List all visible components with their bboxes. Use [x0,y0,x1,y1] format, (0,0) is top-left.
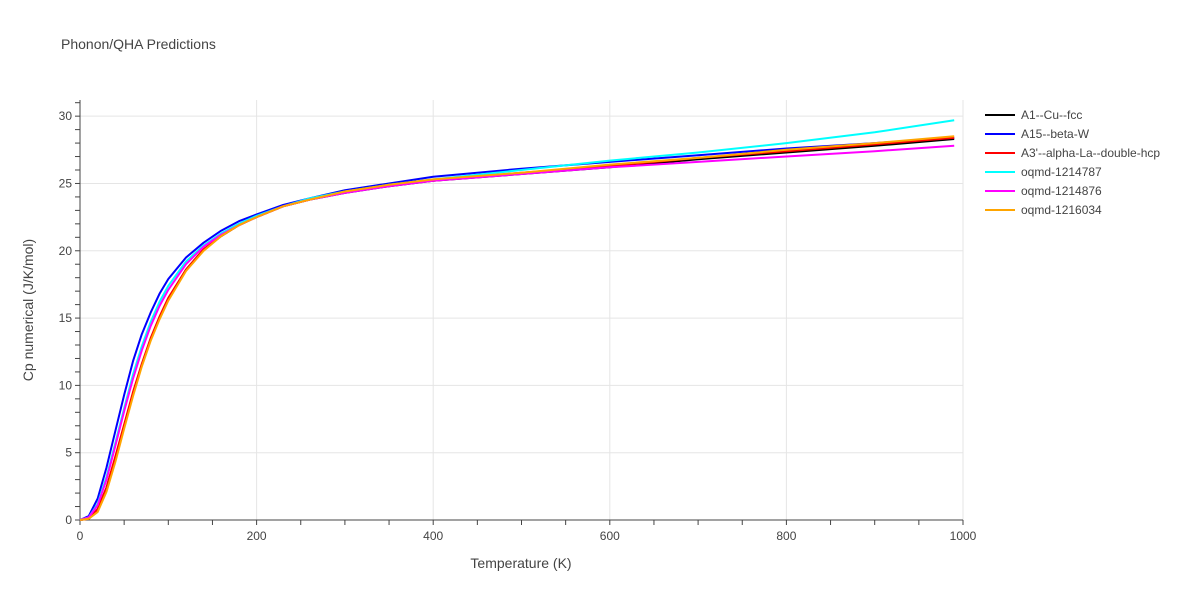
legend-label: A1--Cu--fcc [1021,107,1083,122]
legend-label: A15--beta-W [1021,126,1090,141]
y-tick-label: 25 [59,176,73,190]
x-tick-label: 400 [423,529,443,543]
legend-swatch [985,151,1015,154]
x-tick-label: 1000 [950,529,977,543]
chart-title: Phonon/QHA Predictions [61,36,216,52]
legend-item[interactable]: oqmd-1216034 [985,200,1160,219]
series-line-oqmd-1214787 [79,119,955,521]
tick-labels: 0 200 400 600 800 1000 0 5 10 15 20 25 30 [59,109,977,543]
y-tick-label: 20 [59,244,73,258]
legend-item[interactable]: oqmd-1214876 [985,181,1160,200]
x-tick-label: 200 [247,529,267,543]
x-tick-label: 600 [600,529,620,543]
series-line-oqmd-1214876 [79,144,955,521]
legend-item[interactable]: A1--Cu--fcc [985,105,1160,124]
y-tick-label: 15 [59,311,73,325]
legend: A1--Cu--fcc A15--beta-W A3'--alpha-La--dou… [985,105,1160,219]
series-line-A3'--alpha-La--double-hcp [79,136,955,521]
legend-swatch [985,189,1015,192]
grid-lines [80,100,964,520]
x-tick-label: 0 [77,529,84,543]
legend-label: A3'--alpha-La--double-hcp [1021,145,1161,160]
x-tick-label: 800 [776,529,796,543]
axes [75,100,964,525]
series-line-oqmd-1216034 [79,135,955,521]
legend-label: oqmd-1214876 [1021,183,1102,198]
legend-swatch [985,132,1015,135]
legend-swatch [985,208,1015,211]
legend-item[interactable]: A3'--alpha-La--double-hcp [985,143,1160,162]
legend-item[interactable]: oqmd-1214787 [985,162,1160,181]
legend-label: oqmd-1214787 [1021,164,1102,179]
y-tick-label: 5 [65,446,72,460]
series-lines [79,119,955,521]
legend-item[interactable]: A15--beta-W [985,124,1160,143]
legend-swatch [985,170,1015,173]
series-line-A15--beta-W [79,136,955,521]
y-axis-title: Cp numerical (J/K/mol) [20,239,36,381]
legend-swatch [985,113,1015,116]
y-tick-label: 10 [59,378,73,392]
x-axis-title: Temperature (K) [470,555,571,571]
y-tick-label: 0 [65,513,72,527]
series-line-A1--Cu--fcc [79,138,955,521]
y-tick-label: 30 [59,109,73,123]
legend-label: oqmd-1216034 [1021,202,1102,217]
